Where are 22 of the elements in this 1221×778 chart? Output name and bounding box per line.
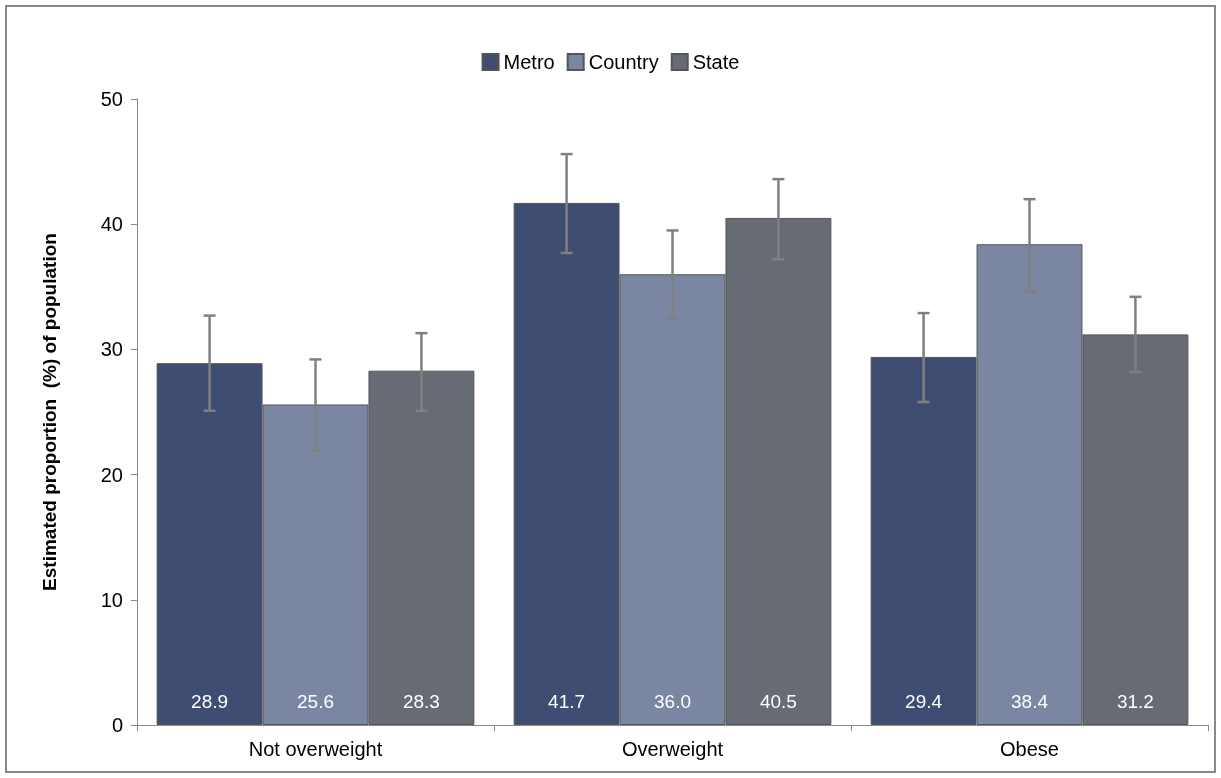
legend-label: Metro (503, 51, 555, 73)
data-label: 28.9 (191, 691, 229, 712)
y-tick-label: 0 (111, 714, 123, 736)
data-label: 38.4 (1011, 691, 1049, 712)
data-label: 28.3 (402, 691, 440, 712)
y-tick-label: 10 (100, 588, 123, 611)
data-label: 29.4 (905, 691, 943, 712)
x-tick-label: Overweight (621, 738, 724, 760)
data-label: 31.2 (1116, 691, 1154, 712)
y-tick-label: 20 (100, 463, 123, 486)
y-tick-label: 30 (100, 338, 123, 361)
x-tick-label: Not overweight (248, 738, 383, 760)
data-label: 41.7 (548, 691, 586, 712)
y-axis-title: Estimated proportion (%) of population (39, 233, 60, 591)
legend-label: State (692, 51, 740, 73)
legend-label: Country (588, 51, 659, 73)
data-label: 36.0 (654, 691, 691, 712)
y-tick-label: 50 (100, 88, 123, 110)
data-label: 25.6 (297, 691, 334, 712)
y-tick-label: 40 (100, 213, 123, 236)
data-label: 40.5 (759, 691, 797, 712)
x-tick-label: Obese (1000, 738, 1059, 760)
